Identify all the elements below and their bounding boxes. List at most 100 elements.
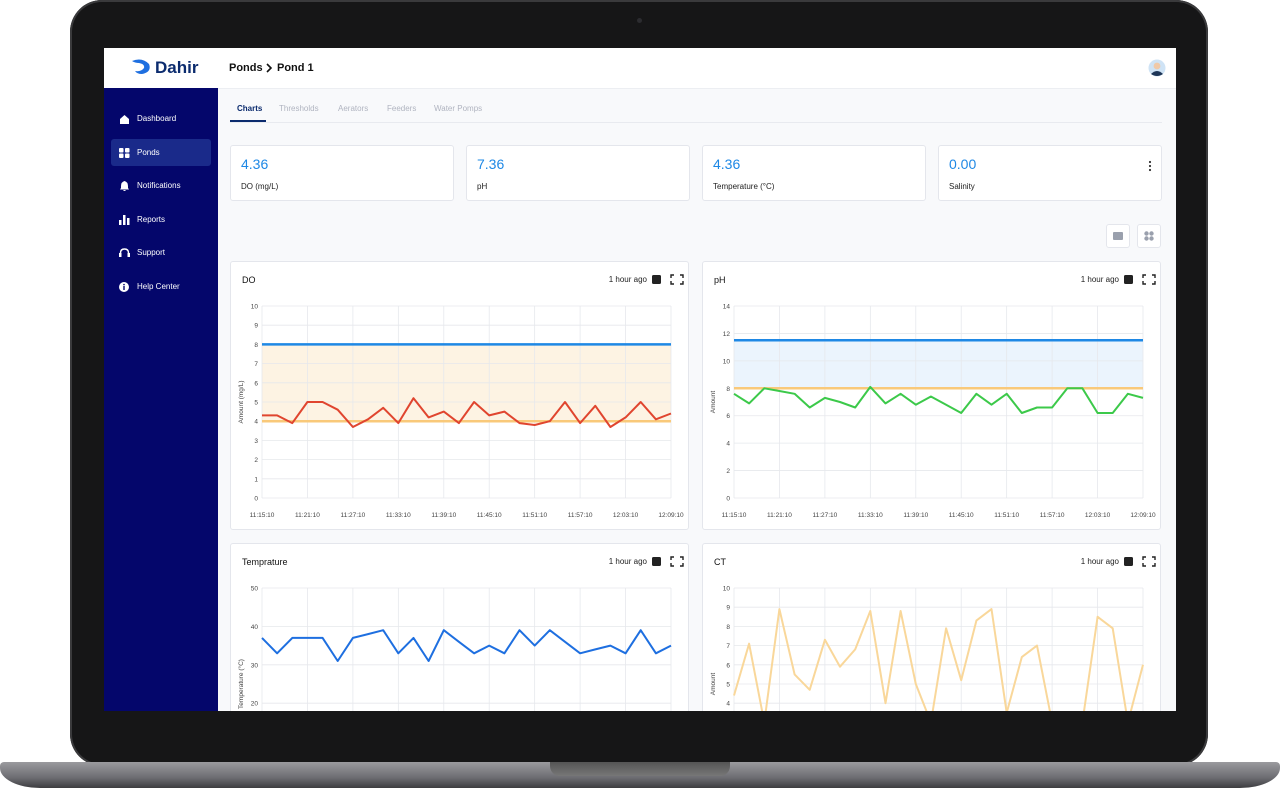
tab[interactable]: Charts [237,104,263,113]
x-tick-label: 12:03:10 [613,512,639,519]
calendar-icon[interactable] [652,275,661,284]
x-tick-label: 11:51:10 [522,512,547,519]
menu-item[interactable]: Dashboard [111,105,211,132]
data-line [733,385,1144,414]
chart: pH 1 hour ago 0 2 4 6 8 10 12 14 11:15:10 11:21:10 1… [710,274,1156,519]
fullscreen-icon[interactable] [1142,556,1156,567]
y-tick-label: 1 [254,476,258,483]
menu-label: Help Center [137,282,180,291]
menu-item[interactable]: Ponds [111,139,211,166]
x-tick-label: 11:45:10 [949,512,974,519]
screen: Dahir Ponds Pond 1 Dashboard Ponds Notif… [104,48,1176,711]
grid-view-toggle[interactable] [1137,224,1161,248]
menu-label: Dashboard [137,114,177,123]
calendar-icon[interactable] [1124,557,1133,566]
chart-title: pH [714,275,726,285]
period-label[interactable]: 1 hour ago [1081,557,1120,566]
menu-label: Support [137,248,166,257]
x-tick-label: 11:45:10 [477,512,502,519]
icon [120,180,129,191]
calendar-icon[interactable] [1124,275,1133,284]
y-tick-label: 4 [726,701,730,708]
x-tick-label: 11:33:10 [858,512,883,519]
data-line [261,629,672,662]
stat-card: 7.36 pH [466,145,690,201]
y-tick-label: 8 [726,624,730,631]
chart-title: DO [242,275,256,285]
stat-card: 0.00 Salinity [938,145,1162,201]
more-menu[interactable] [1148,160,1152,172]
fullscreen-icon[interactable] [1142,274,1156,285]
chart-card: DO 1 hour ago 0 1 2 3 4 5 6 7 8 9 10 11:15:10 11:21:10… [230,261,689,530]
stat-label: Temperature (°C) [713,182,775,191]
stat-value: 7.36 [477,156,505,172]
y-axis-label: Temperature (°C) [237,659,245,709]
y-axis-label: Amount [710,391,717,414]
y-tick-label: 40 [251,624,259,631]
list-view-toggle[interactable] [1106,224,1130,248]
icon [119,147,130,158]
calendar-icon[interactable] [652,557,661,566]
stat-label: Salinity [949,182,975,191]
breadcrumb-item[interactable]: Ponds [229,62,263,74]
period-label[interactable]: 1 hour ago [609,275,648,284]
menu-item[interactable]: Help Center [111,273,211,300]
y-tick-label: 3 [254,438,258,445]
data-line [733,608,1144,711]
y-tick-label: 10 [251,304,259,311]
tab-divider [230,122,1162,123]
icon [1113,232,1123,240]
icon [120,114,129,124]
y-tick-label: 20 [251,701,259,708]
x-tick-label: 11:39:10 [903,512,928,519]
stat-value: 4.36 [713,156,741,172]
y-tick-label: 4 [254,419,258,426]
x-tick-label: 12:09:10 [1130,512,1156,519]
y-tick-label: 50 [251,586,259,593]
logo-text[interactable]: Dahir [155,58,199,77]
chart-title: CT [714,557,726,567]
tab[interactable]: Feeders [387,104,417,113]
tab[interactable]: Thresholds [279,104,319,113]
y-tick-label: 10 [723,586,731,593]
threshold-band [734,340,1143,389]
avatar[interactable] [1148,59,1166,77]
menu-label: Notifications [137,181,181,190]
menu-item[interactable]: Support [111,239,211,266]
y-tick-label: 8 [254,342,258,349]
menu-item[interactable]: Reports [111,206,211,233]
tab-indicator [230,120,266,122]
y-axis-label: Amount (mg/L) [238,381,245,424]
x-tick-label: 11:51:10 [994,512,1019,519]
y-tick-label: 12 [723,331,731,338]
x-tick-label: 11:27:10 [340,512,365,519]
top-bar: Dahir Ponds Pond 1 [104,48,1176,89]
fullscreen-icon[interactable] [670,274,684,285]
fullscreen-icon[interactable] [670,556,684,567]
x-tick-label: 11:27:10 [812,512,837,519]
period-label[interactable]: 1 hour ago [1081,275,1120,284]
stat-card: 4.36 Temperature (°C) [702,145,926,201]
x-tick-label: 11:57:10 [1040,512,1065,519]
tab[interactable]: Water Pomps [434,104,483,113]
stat-value: 4.36 [241,156,269,172]
y-tick-label: 7 [254,361,258,368]
x-tick-label: 11:21:10 [295,512,320,519]
y-axis-label: Amount [710,673,717,696]
icon [119,214,130,225]
stat-value: 0.00 [949,156,977,172]
period-label[interactable]: 1 hour ago [609,557,648,566]
stat-card: 4.36 DO (mg/L) [230,145,454,201]
icon [119,247,130,257]
y-tick-label: 6 [726,413,730,420]
x-tick-label: 11:21:10 [767,512,792,519]
tab[interactable]: Aerators [338,104,369,113]
menu-item[interactable]: Notifications [111,172,211,199]
data-line [262,397,672,428]
y-tick-label: 9 [254,323,258,330]
x-tick-label: 11:15:10 [722,512,747,519]
stat-label: pH [477,182,488,191]
y-tick-label: 2 [726,468,730,475]
